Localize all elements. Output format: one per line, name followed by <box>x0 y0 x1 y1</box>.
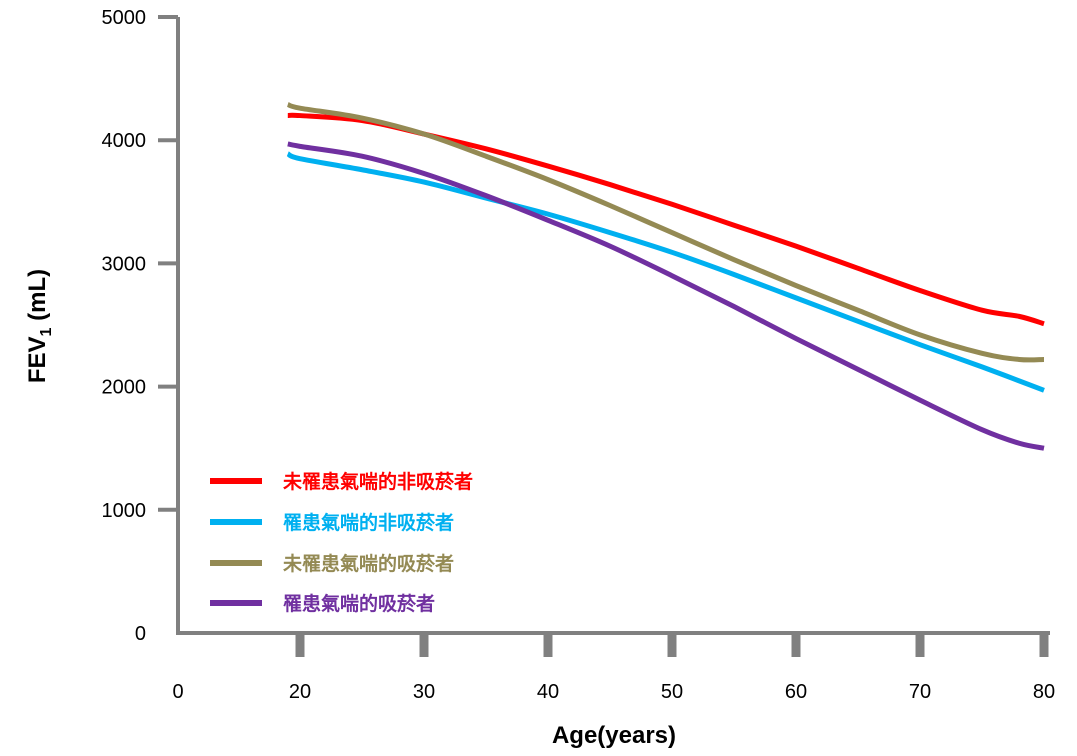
y-tick-label-3000: 3000 <box>102 253 147 275</box>
y-axis-ticks <box>158 15 178 512</box>
legend-label-1: 罹患氣喘的非吸菸者 <box>283 511 454 534</box>
legend-item-3: 罹患氣喘的吸菸者 <box>210 592 435 615</box>
y-axis-title-unit: (mL) <box>24 269 51 328</box>
legend: 未罹患氣喘的非吸菸者 罹患氣喘的非吸菸者 未罹患氣喘的吸菸者 罹患氣喘的吸菸者 <box>210 470 473 615</box>
series-line-1 <box>286 151 1045 393</box>
legend-item-0: 未罹患氣喘的非吸菸者 <box>210 470 473 493</box>
x-tick-mark-50 <box>667 633 677 657</box>
series-line-3 <box>287 141 1045 451</box>
x-tick-label-0: 0 <box>172 681 183 703</box>
x-axis-title: Age(years) <box>552 722 676 749</box>
legend-label-3: 罹患氣喘的吸菸者 <box>283 592 435 615</box>
series-line-2 <box>286 102 1045 363</box>
x-axis-ticks <box>295 633 1049 657</box>
y-axis-title-subscript: 1 <box>38 327 55 336</box>
x-tick-mark-80 <box>1039 633 1049 657</box>
legend-label-2: 未罹患氣喘的吸菸者 <box>282 552 454 575</box>
x-tick-label-30: 30 <box>413 681 435 703</box>
legend-item-1: 罹患氣喘的非吸菸者 <box>210 511 454 534</box>
x-axis-tick-labels: 0 20 30 40 50 60 70 80 <box>172 681 1055 703</box>
legend-item-2: 未罹患氣喘的吸菸者 <box>210 552 454 575</box>
legend-label-0: 未罹患氣喘的非吸菸者 <box>282 470 473 493</box>
y-axis-tick-labels: 0 1000 2000 3000 4000 5000 <box>102 7 147 645</box>
x-tick-label-20: 20 <box>289 681 311 703</box>
y-tick-label-4000: 4000 <box>102 130 147 152</box>
y-tick-label-5000: 5000 <box>102 7 147 29</box>
x-tick-mark-70 <box>915 633 925 657</box>
x-tick-mark-30 <box>419 633 429 657</box>
series-lines <box>286 102 1045 451</box>
y-tick-label-2000: 2000 <box>102 377 147 399</box>
x-tick-mark-20 <box>295 633 305 657</box>
y-tick-label-0: 0 <box>135 623 146 645</box>
x-tick-label-40: 40 <box>537 681 559 703</box>
y-axis-title: FEV1 (mL) <box>24 269 55 383</box>
x-tick-label-50: 50 <box>661 681 683 703</box>
x-tick-mark-60 <box>791 633 801 657</box>
series-line-0 <box>287 112 1045 327</box>
x-tick-mark-40 <box>543 633 553 657</box>
y-axis-title-main: FEV <box>24 336 51 383</box>
x-tick-label-70: 70 <box>909 681 931 703</box>
x-tick-label-80: 80 <box>1033 681 1055 703</box>
x-tick-label-60: 60 <box>785 681 807 703</box>
y-tick-label-1000: 1000 <box>102 500 147 522</box>
